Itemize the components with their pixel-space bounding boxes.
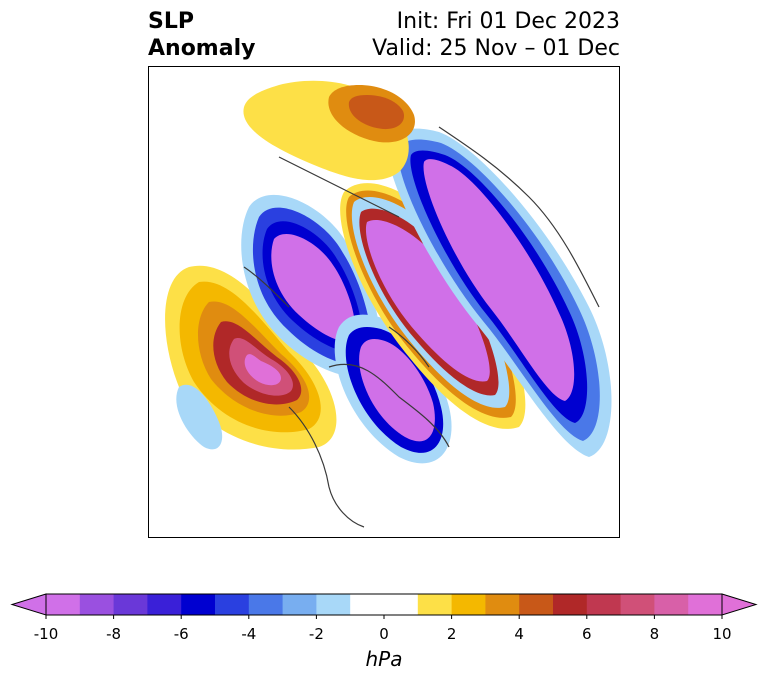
colorbar-bin <box>451 594 486 615</box>
init-date-label: Init: Fri 01 Dec 2023 <box>396 9 620 34</box>
colorbar-tick-label: -6 <box>173 625 189 643</box>
colorbar-tick-label: -4 <box>241 625 257 643</box>
colorbar-bin <box>181 594 216 615</box>
valid-range-label: Valid: 25 Nov – 01 Dec <box>372 36 620 61</box>
colorbar-bin <box>485 594 520 615</box>
coastlines <box>243 126 600 528</box>
colorbar-tick-label: 4 <box>514 625 524 643</box>
colorbar-bin <box>215 594 250 615</box>
map-panel <box>148 66 620 538</box>
negative-anomaly-atlantic <box>176 384 223 450</box>
colorbar-bin <box>620 594 655 615</box>
colorbar-tick-label: 8 <box>649 625 660 643</box>
negative-anomaly-eurasia <box>387 128 612 457</box>
colorbar-bin <box>282 594 317 615</box>
colorbar-bin <box>113 594 148 615</box>
title-block-left: SLP Anomaly <box>148 8 255 62</box>
title-block-right: Init: Fri 01 Dec 2023 Valid: 25 Nov – 01… <box>372 8 620 62</box>
colorbar-bin <box>553 594 588 615</box>
colorbar-bin <box>248 594 284 615</box>
colorbar-bin <box>688 594 723 615</box>
title-variable: SLP <box>148 9 194 34</box>
colorbar-bin <box>586 594 622 615</box>
colorbar-under-arrow <box>10 593 47 616</box>
colorbar-bin <box>79 594 115 615</box>
colorbar-tick-label: 10 <box>712 625 732 643</box>
colorbar-unit-label: hPa <box>365 647 403 671</box>
colorbar-tick-label: 0 <box>379 625 389 643</box>
colorbar-bin <box>147 594 182 615</box>
colorbar-tick-label: 6 <box>582 625 592 643</box>
colorbar-bin <box>46 594 81 615</box>
colorbar-tick-label: -2 <box>308 625 324 643</box>
negative-anomaly-arctic <box>351 197 510 408</box>
colorbar-bar <box>10 593 758 619</box>
colorbar-bin <box>417 594 453 615</box>
colorbar: -10 -8 -6 -4 -2 0 2 4 6 8 10 hPa <box>0 585 768 684</box>
title-quantity: Anomaly <box>148 36 256 61</box>
colorbar-tick-label: 2 <box>446 625 457 643</box>
colorbar-over-arrow <box>721 593 758 616</box>
colorbar-bin <box>350 594 419 615</box>
colorbar-tick-label: -8 <box>106 625 122 643</box>
colorbar-bin <box>519 594 554 615</box>
colorbar-bin <box>316 594 351 615</box>
anomaly-map <box>165 80 612 528</box>
positive-anomaly-europe <box>243 80 415 181</box>
colorbar-tick-label: -10 <box>33 625 59 643</box>
colorbar-bin <box>654 594 689 615</box>
